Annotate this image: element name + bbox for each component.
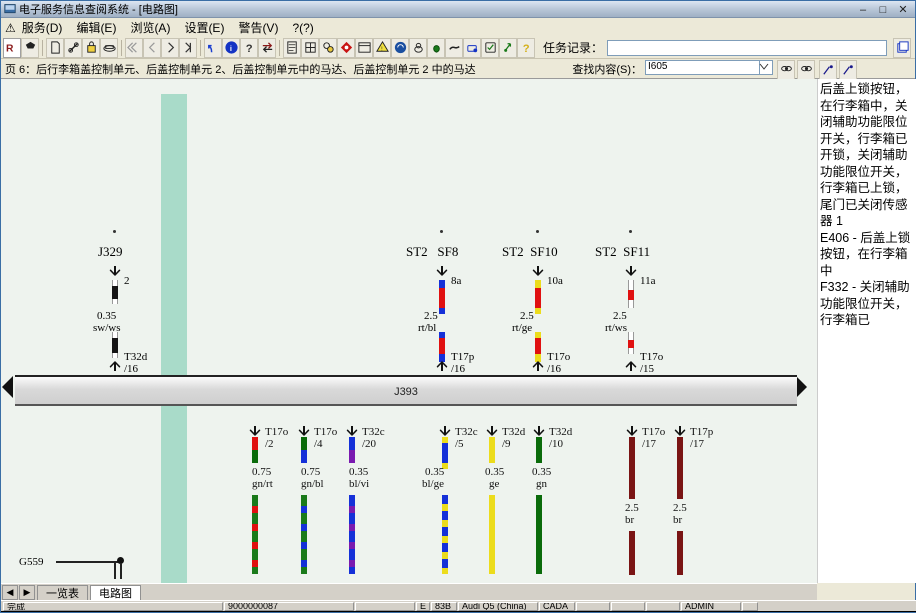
svg-text:?: ? xyxy=(522,43,529,55)
svg-text:R: R xyxy=(5,43,13,54)
svg-text:?: ? xyxy=(245,43,252,55)
svg-text:i: i xyxy=(229,44,231,53)
